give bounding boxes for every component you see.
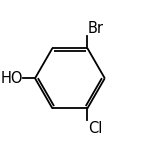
Text: Br: Br bbox=[88, 21, 104, 36]
Text: Cl: Cl bbox=[88, 121, 102, 136]
Text: HO: HO bbox=[0, 71, 23, 86]
